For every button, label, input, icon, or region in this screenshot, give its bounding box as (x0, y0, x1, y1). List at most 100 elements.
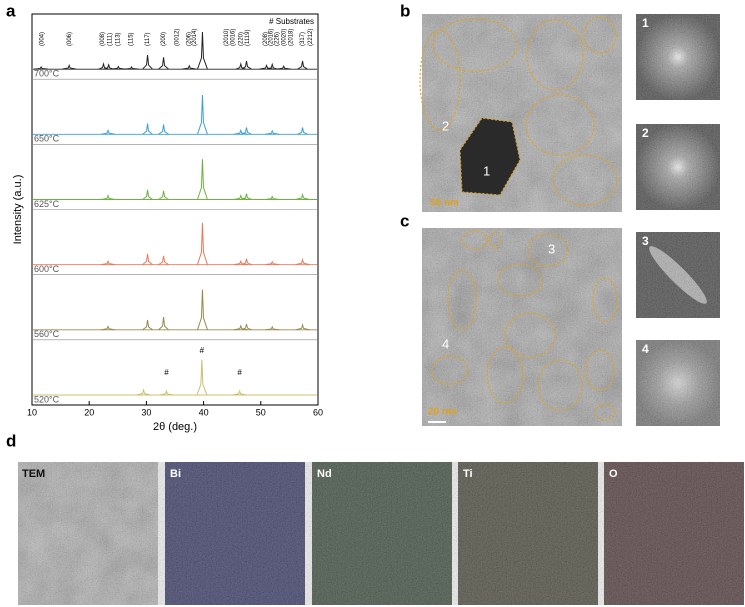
peak (103, 63, 114, 70)
panel-label: d (6, 431, 16, 450)
peak (158, 316, 169, 331)
texture (636, 340, 720, 426)
grain-outlines (419, 16, 618, 206)
peak (158, 190, 169, 200)
panel-label: a (6, 1, 16, 20)
series-label: 600°C (34, 264, 60, 274)
peak (295, 192, 310, 200)
peak (196, 159, 208, 200)
peak (124, 66, 139, 70)
peak (196, 222, 208, 265)
peak (142, 123, 153, 135)
peak (100, 259, 116, 266)
peak (196, 94, 208, 135)
peak-label: (317) (300, 32, 306, 46)
peak (34, 66, 49, 70)
peak (295, 257, 310, 266)
peak (158, 124, 169, 135)
peak-label: (008) (100, 32, 106, 46)
peak-label: (113) (115, 32, 121, 46)
fft-label: 1 (642, 16, 649, 30)
peak (100, 325, 116, 331)
peak (62, 64, 77, 70)
peak (297, 60, 308, 70)
fft-label: 4 (642, 342, 649, 356)
peak (265, 195, 280, 200)
particle (460, 118, 520, 195)
series-label: 650°C (34, 134, 60, 144)
peak (159, 389, 174, 396)
peak (136, 388, 151, 396)
peak (111, 65, 126, 70)
peak-label: (208) (263, 32, 269, 46)
peak-label: (0012) (174, 29, 180, 46)
panel-b: b 2 1 50 nm 1 2 (400, 1, 720, 212)
texture (422, 228, 622, 426)
peak (100, 194, 116, 200)
peak (158, 57, 169, 70)
substrate-marker: # (200, 346, 205, 355)
peak (196, 289, 208, 330)
peak (241, 60, 252, 70)
peak (142, 253, 153, 266)
substrate-marker: # (164, 368, 169, 377)
peak (241, 193, 252, 200)
fft-label: 2 (642, 126, 649, 140)
map-label: TEM (22, 468, 45, 480)
peak-label: (004) (39, 32, 45, 46)
legend-note: # Substrates (269, 17, 314, 26)
particle-label: 3 (548, 241, 555, 256)
texture (18, 462, 744, 605)
x-tick-label: 10 (27, 407, 37, 417)
panel-a: a 700°C 650°C 625°C 600°C 560°C 520°C # # # (004)… (6, 1, 323, 432)
peak-label: (1119) (245, 30, 251, 46)
peak (196, 359, 208, 396)
peak (142, 319, 153, 331)
peak (276, 65, 291, 70)
peak (265, 325, 280, 331)
particle-label: 1 (483, 163, 490, 178)
peak (232, 389, 247, 396)
series-label: 700°C (34, 69, 60, 79)
x-tick-label: 30 (141, 407, 151, 417)
peak (241, 323, 252, 331)
peak (241, 258, 252, 266)
texture (636, 232, 720, 318)
peak-label: (2014) (192, 29, 198, 46)
peak-label: (206) (186, 32, 192, 46)
map-label: Nd (317, 468, 332, 480)
map-label: Ti (463, 468, 473, 480)
peak (297, 127, 308, 135)
peak-label: (2010) (224, 29, 230, 46)
substrate-marker: # (237, 368, 242, 377)
texture (636, 14, 720, 100)
panel-label: b (400, 1, 410, 20)
peak (265, 260, 280, 266)
series-label: 625°C (34, 199, 60, 209)
peak (142, 54, 153, 70)
x-tick-label: 50 (256, 407, 266, 417)
particle-label: 2 (442, 118, 449, 133)
map-label: Bi (170, 468, 181, 480)
particle-label: 4 (442, 336, 449, 351)
peak-label: (111) (107, 33, 113, 46)
panel-c: c 3 4 20 nm 3 4 (400, 211, 720, 426)
peak-label: (0020) (281, 29, 287, 46)
peak-label: (2212) (308, 29, 314, 46)
x-axis-label: 2θ (deg.) (153, 421, 197, 433)
x-tick-label: 20 (84, 407, 94, 417)
grain-outlines (431, 230, 618, 421)
peak-label: (117) (145, 32, 151, 46)
peak (100, 128, 116, 135)
peak (142, 189, 153, 200)
peak-label: (200) (161, 32, 167, 46)
scale-bar-label: 50 nm (430, 198, 459, 209)
x-tick-label: 60 (313, 407, 323, 417)
series-label: 560°C (34, 329, 60, 339)
peak (158, 255, 169, 266)
panel-label: c (400, 211, 409, 230)
series-label: 520°C (34, 394, 60, 404)
texture (636, 124, 720, 210)
panel-d: d TEM Bi Nd Ti O (6, 431, 744, 605)
